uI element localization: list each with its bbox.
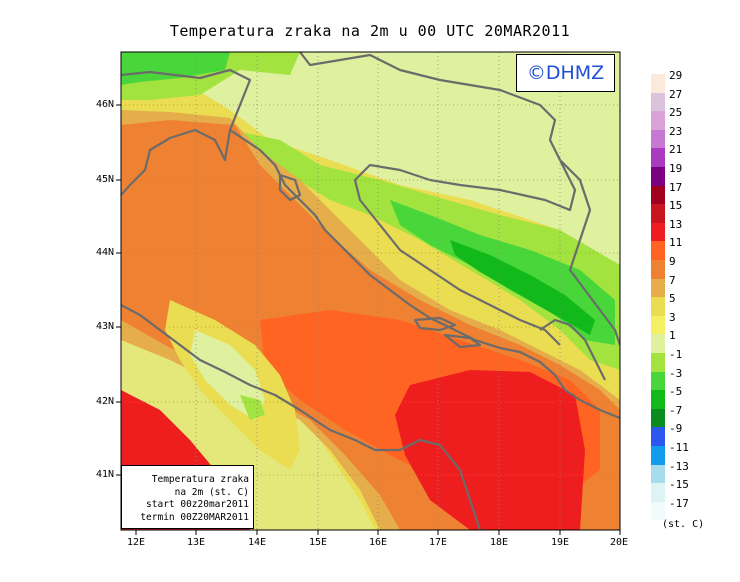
legend-swatch xyxy=(651,297,665,316)
coastline-italy-east xyxy=(121,304,482,530)
legend-label: -13 xyxy=(669,459,689,473)
legend-label: 3 xyxy=(669,310,676,324)
lat-label-45n: 45N xyxy=(95,174,114,185)
zone-minus1c-italy xyxy=(240,395,265,420)
coastline-italy-north xyxy=(121,68,252,196)
legend-swatch xyxy=(651,408,665,428)
legend-label: 27 xyxy=(669,87,683,101)
map-frame xyxy=(120,51,621,531)
border-montenegro xyxy=(539,318,606,381)
legend-label: -5 xyxy=(669,385,683,399)
legend-label: -1 xyxy=(669,348,683,361)
legend-label: -7 xyxy=(669,403,683,417)
info-line-units: na 2m (st. C) xyxy=(174,486,249,498)
legend-label: 15 xyxy=(669,199,683,213)
legend-swatch xyxy=(651,446,665,465)
legend-swatch xyxy=(651,390,665,409)
legend-label: 5 xyxy=(669,292,676,306)
legend-swatch xyxy=(651,315,665,335)
info-line-termin: termin 00Z20MAR2011 xyxy=(140,511,249,523)
legend-label: -15 xyxy=(669,478,689,492)
legend-label: 13 xyxy=(669,217,683,231)
legend-swatch xyxy=(651,334,665,353)
legend-swatch xyxy=(651,353,665,372)
zone-13c-core xyxy=(395,370,585,530)
legend-swatch xyxy=(651,167,665,186)
lat-label-43n: 43N xyxy=(95,321,114,332)
info-line-title: Temperatura zraka xyxy=(151,474,249,485)
lon-label-17e: 17E xyxy=(428,537,448,548)
legend-swatch xyxy=(651,111,665,130)
legend-swatch xyxy=(651,185,665,205)
legend-swatch xyxy=(651,427,665,446)
legend-label: -17 xyxy=(669,496,689,510)
legend-swatch xyxy=(651,74,665,93)
zone-1c-north xyxy=(180,52,620,270)
zone-minus5c-dinaric xyxy=(450,240,595,335)
legend-label: -11 xyxy=(669,441,689,454)
lat-label-42n: 42N xyxy=(95,396,114,407)
legend-swatch xyxy=(651,501,665,521)
legend-label: 21 xyxy=(669,143,683,157)
legend-label: -9 xyxy=(669,422,683,436)
legend-label: 23 xyxy=(669,124,683,138)
dhmz-logo: ©DHMZ xyxy=(516,54,615,92)
coastline-istria xyxy=(229,129,620,420)
forecast-info-box: Temperatura zraka na 2m (st. C) start 00… xyxy=(121,465,254,529)
legend-swatch xyxy=(651,260,665,279)
legend-label: 25 xyxy=(669,106,683,120)
legend-swatch xyxy=(651,371,665,391)
border-croatia xyxy=(299,52,577,346)
border-bosnia xyxy=(559,159,620,346)
lon-label-12e: 12E xyxy=(126,537,146,548)
legend-swatch xyxy=(651,222,665,242)
lat-label-41n: 41N xyxy=(95,469,114,480)
lon-label-15e: 15E xyxy=(308,537,328,548)
zone-minus3c-alps xyxy=(121,52,230,85)
legend-swatch xyxy=(651,129,665,149)
legend-swatch xyxy=(651,278,665,298)
map-title: Temperatura zraka na 2m u 00 UTC 20MAR20… xyxy=(169,22,571,40)
legend-label: 7 xyxy=(669,273,676,287)
legend-label: 11 xyxy=(669,236,683,250)
island-brac xyxy=(413,316,457,332)
legend-swatch xyxy=(651,241,665,260)
lon-label-19e: 19E xyxy=(550,537,570,548)
info-line-start: start 00z20mar2011 xyxy=(146,499,249,510)
legend-swatch xyxy=(651,92,665,112)
legend-label: 17 xyxy=(669,180,683,194)
lon-label-20e: 20E xyxy=(609,537,629,548)
legend-label: 9 xyxy=(669,255,676,268)
legend-label: 29 xyxy=(669,69,683,82)
lat-label-46n: 46N xyxy=(95,99,114,110)
legend-swatch xyxy=(651,148,665,167)
legend-label: -3 xyxy=(669,366,683,380)
island-korcula xyxy=(443,333,482,349)
legend-swatch xyxy=(651,204,665,223)
zone-minus1c-dinaric xyxy=(230,130,620,370)
legend-swatch xyxy=(651,483,665,502)
legend-swatch xyxy=(651,464,665,484)
legend-label: 19 xyxy=(669,162,683,175)
lon-label-13e: 13E xyxy=(186,537,206,548)
legend-units: (st. C) xyxy=(662,519,705,530)
lon-label-16e: 16E xyxy=(368,537,388,548)
lon-label-18e: 18E xyxy=(489,537,509,548)
lon-label-14e: 14E xyxy=(247,537,267,548)
lat-label-44n: 44N xyxy=(95,247,114,258)
island-krk xyxy=(278,173,302,202)
legend-label: 1 xyxy=(669,329,676,343)
